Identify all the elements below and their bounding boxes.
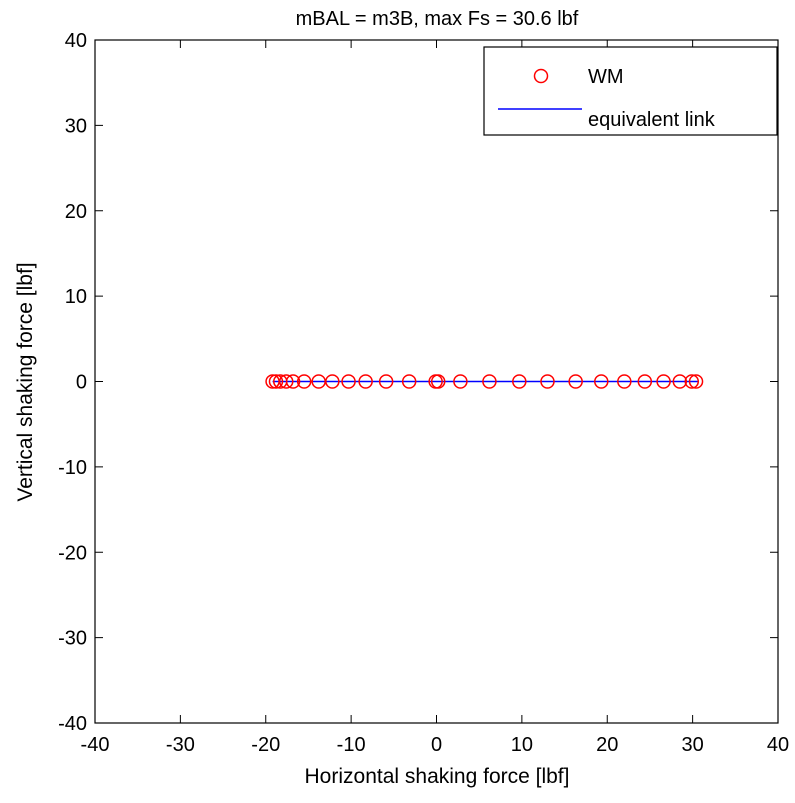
wm-point bbox=[341, 374, 356, 389]
x-tick-label: 30 bbox=[682, 734, 704, 756]
wm-point bbox=[378, 374, 394, 389]
x-tick-label: -20 bbox=[251, 734, 280, 756]
wm-point bbox=[325, 374, 340, 389]
wm-point bbox=[278, 374, 294, 389]
wm-point bbox=[656, 374, 671, 389]
wm-point bbox=[453, 374, 468, 389]
legend-wm-marker bbox=[533, 68, 549, 84]
legend-link-label: equivalent link bbox=[588, 109, 716, 131]
x-tick-label: -30 bbox=[166, 734, 195, 756]
wm-point bbox=[688, 374, 704, 389]
x-tick-label: -10 bbox=[337, 734, 366, 756]
wm-point bbox=[285, 374, 301, 389]
wm-point bbox=[617, 374, 632, 389]
wm-point bbox=[540, 374, 555, 389]
wm-point bbox=[568, 374, 583, 389]
wm-point bbox=[684, 374, 700, 389]
y-tick-label: 40 bbox=[65, 30, 87, 52]
y-axis-label: Vertical shaking force [lbf] bbox=[14, 262, 37, 501]
y-tick-label: 20 bbox=[65, 201, 87, 223]
wm-point bbox=[268, 374, 284, 389]
y-tick-label: -10 bbox=[58, 457, 87, 479]
chart-title: mBAL = m3B, max Fs = 30.6 lbf bbox=[296, 8, 579, 30]
legend-box bbox=[483, 46, 778, 136]
x-tick-label: -40 bbox=[81, 734, 110, 756]
wm-point bbox=[637, 374, 653, 389]
x-tick-label: 10 bbox=[511, 734, 533, 756]
y-tick-label: -30 bbox=[58, 628, 87, 650]
series-wm-markers bbox=[265, 374, 704, 389]
x-tick-label: 0 bbox=[431, 734, 442, 756]
axis-ticks: -40 -30 -20 -10 0 10 20 30 40 -40 -30 -20 -10 0 10 20 30… bbox=[58, 30, 789, 756]
wm-point bbox=[401, 374, 417, 389]
y-tick-label: 30 bbox=[65, 115, 87, 137]
y-tick-label: -20 bbox=[58, 542, 87, 564]
legend-wm-label: WM bbox=[588, 66, 624, 88]
wm-point bbox=[430, 374, 446, 389]
wm-point bbox=[594, 374, 609, 389]
wm-point bbox=[296, 374, 312, 389]
wm-point bbox=[482, 374, 497, 389]
x-tick-label: 20 bbox=[596, 734, 618, 756]
wm-point bbox=[672, 374, 688, 389]
y-tick-label: 10 bbox=[65, 286, 87, 308]
wm-point bbox=[512, 374, 527, 389]
x-tick-label: 40 bbox=[767, 734, 789, 756]
x-axis-label: Horizontal shaking force [lbf] bbox=[305, 765, 570, 788]
legend: WM equivalent link bbox=[483, 46, 778, 136]
wm-point bbox=[358, 374, 373, 389]
y-tick-label: -40 bbox=[58, 713, 87, 735]
y-tick-label: 0 bbox=[76, 372, 87, 394]
